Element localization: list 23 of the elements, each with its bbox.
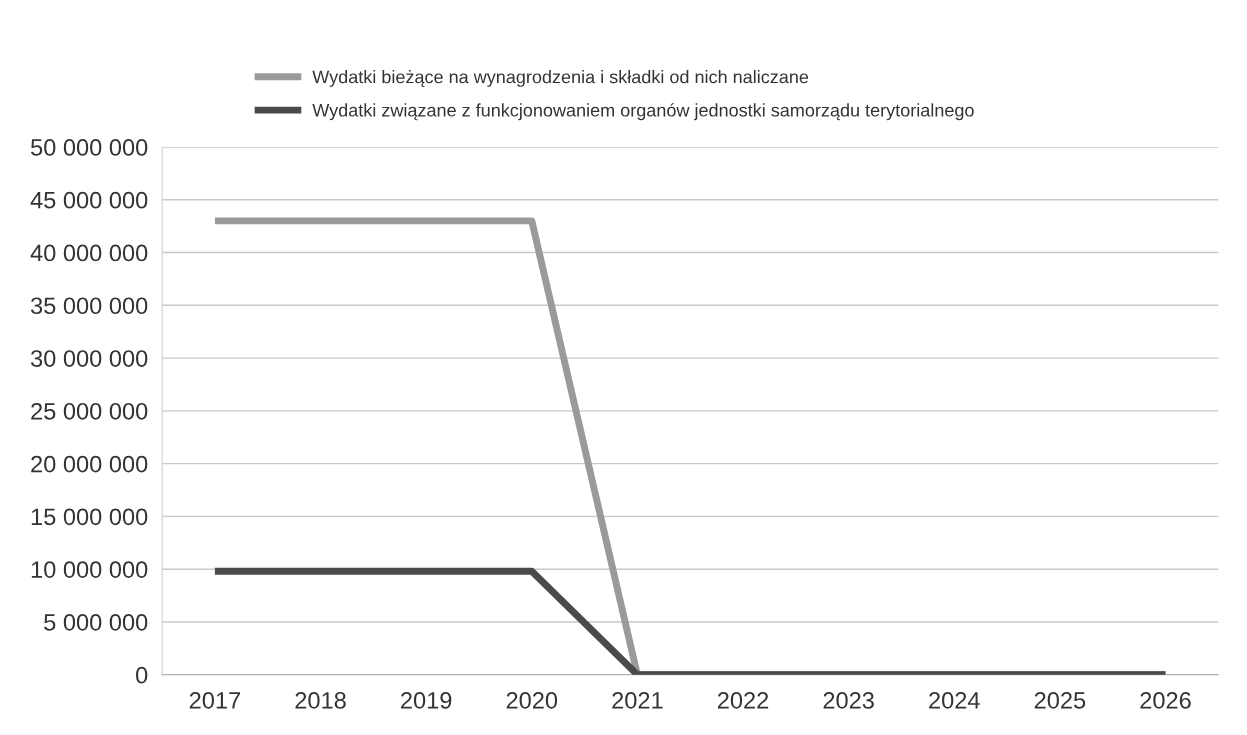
x-tick-label: 2019	[401, 692, 452, 709]
y-tick-label: 35 000 000	[30, 297, 148, 315]
x-tick-label: 2018	[295, 692, 346, 709]
y-tick-label: 25 000 000	[31, 402, 148, 420]
legend-label: Wydatki związane z funkcjonowaniem organów jednostki samorządu terytorialnego	[312, 103, 974, 121]
y-tick-label: 45 000 000	[30, 191, 148, 209]
x-tick-label: 2025	[1034, 692, 1086, 709]
legend-label: Wydatki bieżące na wynagrodzenia i składki od nich naliczane	[312, 70, 809, 87]
x-tick-label: 2023	[823, 692, 874, 709]
y-tick-label: 50 000 000	[31, 139, 148, 156]
x-tick-label: 2021	[612, 692, 663, 709]
y-tick-label: 30 000 000	[30, 350, 148, 367]
y-tick-label: 15 000 000	[31, 508, 148, 526]
y-tick-label: 0	[136, 666, 148, 684]
x-tick-label: 2017	[189, 692, 240, 709]
y-tick-label: 5 000 000	[44, 614, 148, 631]
x-tick-label: 2026	[1140, 692, 1191, 709]
x-tick-label: 2022	[717, 692, 769, 709]
x-tick-label: 2024	[929, 692, 980, 709]
y-tick-label: 20 000 000	[31, 455, 148, 473]
y-tick-label: 40 000 000	[30, 244, 148, 262]
x-tick-label: 2020	[506, 692, 558, 709]
y-tick-label: 10 000 000	[31, 561, 148, 578]
